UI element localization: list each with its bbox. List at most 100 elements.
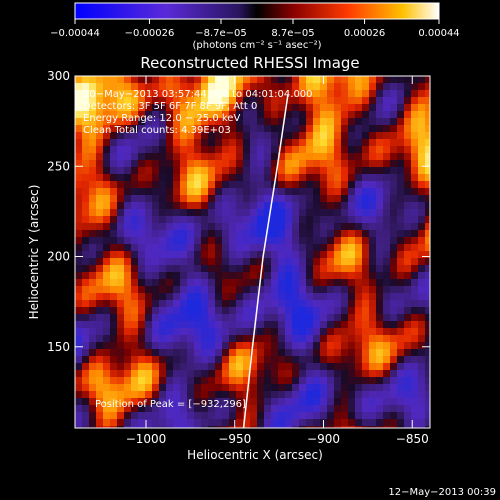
heatmap-cell (320, 405, 327, 412)
heatmap-cell (236, 314, 243, 321)
heatmap-cell (243, 132, 250, 139)
heatmap-cell (292, 125, 299, 132)
heatmap-cell (299, 370, 306, 377)
heatmap-cell (404, 251, 411, 258)
heatmap-cell (187, 237, 194, 244)
heatmap-cell (327, 188, 334, 195)
heatmap-cell (145, 363, 152, 370)
heatmap-cell (250, 83, 257, 90)
heatmap-cell (348, 377, 355, 384)
heatmap-cell (278, 258, 285, 265)
heatmap-cell (425, 97, 430, 104)
heatmap-cell (341, 300, 348, 307)
heatmap-cell (285, 391, 292, 398)
heatmap-cell (264, 97, 271, 104)
heatmap-cell (187, 209, 194, 216)
heatmap-cell (313, 188, 320, 195)
heatmap-cell (236, 321, 243, 328)
heatmap-cell (285, 370, 292, 377)
heatmap-cell (264, 335, 271, 342)
heatmap-cell (327, 293, 334, 300)
heatmap-cell (341, 412, 348, 419)
heatmap-cell (313, 209, 320, 216)
heatmap-cell (82, 265, 89, 272)
heatmap-cell (285, 307, 292, 314)
heatmap-cell (369, 335, 376, 342)
plot-frame (74, 75, 431, 429)
heatmap-cell (75, 83, 82, 90)
heatmap-cell (271, 300, 278, 307)
heatmap-cell (75, 160, 82, 167)
heatmap-cell (152, 398, 159, 405)
heatmap-cell (131, 272, 138, 279)
heatmap-cell (173, 104, 180, 111)
heatmap-cell (110, 384, 117, 391)
heatmap-cell (299, 419, 306, 426)
heatmap-cell (187, 125, 194, 132)
heatmap-cell (159, 405, 166, 412)
heatmap-cell (292, 230, 299, 237)
heatmap-cell (271, 202, 278, 209)
heatmap-cell (327, 356, 334, 363)
heatmap-cell (124, 391, 131, 398)
heatmap-cell (89, 370, 96, 377)
heatmap-cell (306, 111, 313, 118)
heatmap-cell (187, 83, 194, 90)
heatmap-cell (166, 328, 173, 335)
heatmap-cell (145, 265, 152, 272)
heatmap-cell (404, 307, 411, 314)
heatmap-cell (278, 202, 285, 209)
heatmap-cell (201, 328, 208, 335)
heatmap-cell (201, 265, 208, 272)
heatmap-cell (418, 125, 425, 132)
heatmap-cell (348, 111, 355, 118)
heatmap-cell (166, 160, 173, 167)
heatmap-cell (75, 97, 82, 104)
heatmap-cell (110, 216, 117, 223)
heatmap-cell (278, 265, 285, 272)
heatmap-cell (390, 412, 397, 419)
heatmap-cell (110, 251, 117, 258)
heatmap-cell (271, 160, 278, 167)
heatmap-cell (124, 314, 131, 321)
heatmap-cell (89, 104, 96, 111)
heatmap-cell (208, 244, 215, 251)
heatmap-cell (257, 195, 264, 202)
heatmap-cell (117, 76, 124, 83)
heatmap-cell (96, 265, 103, 272)
heatmap-cell (89, 272, 96, 279)
heatmap-cell (341, 104, 348, 111)
heatmap-cell (82, 335, 89, 342)
heatmap-cell (376, 405, 383, 412)
heatmap-cell (96, 195, 103, 202)
heatmap-cell (299, 321, 306, 328)
heatmap-cell (292, 391, 299, 398)
colorbar-tick-label: 8.7e−05 (271, 28, 314, 39)
heatmap-cell (418, 258, 425, 265)
heatmap-cell (194, 363, 201, 370)
heatmap-cell (348, 426, 355, 428)
heatmap-cell (327, 160, 334, 167)
heatmap-cell (411, 405, 418, 412)
heatmap-cell (299, 384, 306, 391)
heatmap-cell (313, 321, 320, 328)
heatmap-cell (397, 90, 404, 97)
heatmap-cell (292, 188, 299, 195)
heatmap-cell (257, 223, 264, 230)
heatmap-cell (313, 265, 320, 272)
heatmap-cell (285, 314, 292, 321)
heatmap-cell (201, 314, 208, 321)
heatmap-cell (383, 111, 390, 118)
heatmap-cell (194, 300, 201, 307)
heatmap-cell (264, 391, 271, 398)
heatmap-cell (250, 314, 257, 321)
heatmap-cell (117, 412, 124, 419)
heatmap-cell (271, 251, 278, 258)
heatmap-cell (250, 160, 257, 167)
heatmap-cell (299, 349, 306, 356)
heatmap-cell (131, 363, 138, 370)
heatmap-cell (362, 363, 369, 370)
heatmap-cell (418, 356, 425, 363)
heatmap-cell (82, 146, 89, 153)
heatmap-cell (320, 321, 327, 328)
